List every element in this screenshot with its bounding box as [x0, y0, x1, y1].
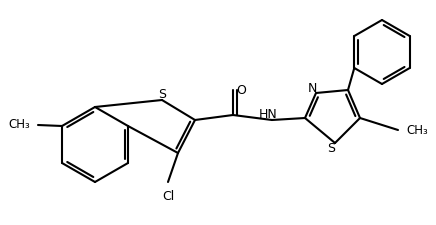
Text: CH₃: CH₃	[406, 124, 428, 137]
Text: S: S	[327, 142, 335, 155]
Text: HN: HN	[259, 108, 277, 122]
Text: Cl: Cl	[162, 190, 174, 203]
Text: S: S	[158, 88, 166, 101]
Text: O: O	[236, 83, 246, 97]
Text: CH₃: CH₃	[8, 119, 30, 131]
Text: N: N	[307, 81, 317, 94]
